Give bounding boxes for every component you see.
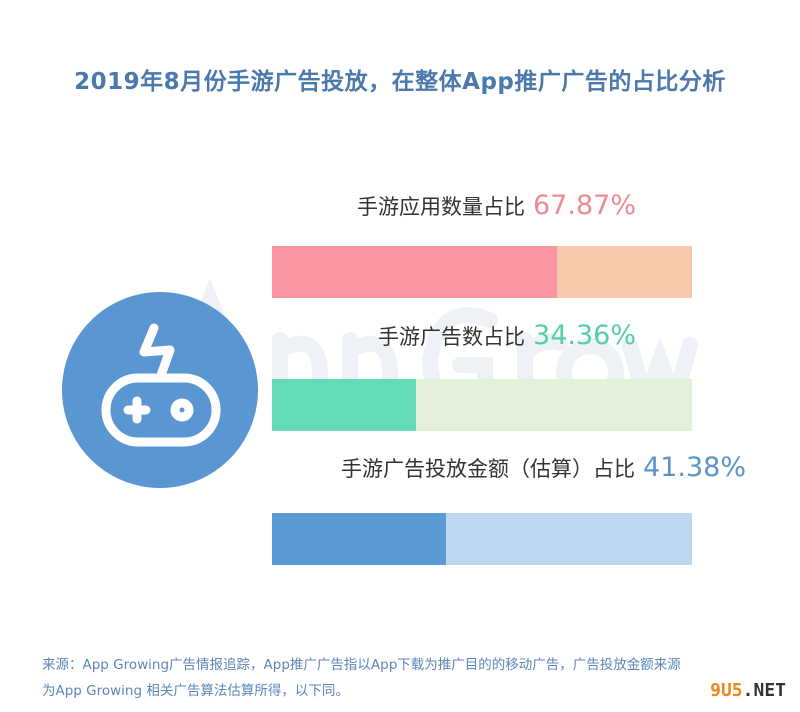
- stacked-bar: [272, 246, 692, 298]
- source-note: 来源：App Growing广告情报追踪，App推广广告指以App下载为推广目的…: [42, 652, 681, 704]
- gamepad-icon: [62, 292, 258, 488]
- bar-value-label: 34.36%: [533, 320, 636, 351]
- bar-label-text: 手游广告数占比: [378, 325, 526, 349]
- bar-remainder: [557, 246, 692, 298]
- bar-fill: [272, 246, 558, 298]
- site-watermark-rest: .NET: [742, 680, 786, 701]
- bar-fill: [272, 513, 446, 565]
- site-watermark-accent: 9U5: [710, 680, 743, 701]
- bar-value-label: 67.87%: [533, 190, 636, 221]
- bar-label: 手游广告投放金额（估算）占比 41.38%: [341, 452, 746, 483]
- site-watermark: 9U5.NET: [710, 680, 786, 701]
- bar-label-text: 手游应用数量占比: [357, 195, 526, 219]
- bar-label: 手游广告数占比 34.36%: [378, 320, 636, 351]
- bar-label: 手游应用数量占比 67.87%: [357, 190, 636, 221]
- bar-label-text: 手游广告投放金额（估算）占比: [341, 457, 636, 481]
- bar-remainder: [445, 513, 692, 565]
- stacked-bar: [272, 379, 692, 431]
- stacked-bar: [272, 513, 692, 565]
- bar-value-label: 41.38%: [643, 452, 746, 483]
- bar-remainder: [416, 379, 692, 431]
- source-note-line2: 为App Growing 相关广告算法估算所得，以下同。: [42, 683, 349, 699]
- source-note-line1: 来源：App Growing广告情报追踪，App推广广告指以App下载为推广目的…: [42, 657, 681, 673]
- bar-fill: [272, 379, 417, 431]
- chart-title: 2019年8月份手游广告投放，在整体App推广广告的占比分析: [74, 69, 726, 95]
